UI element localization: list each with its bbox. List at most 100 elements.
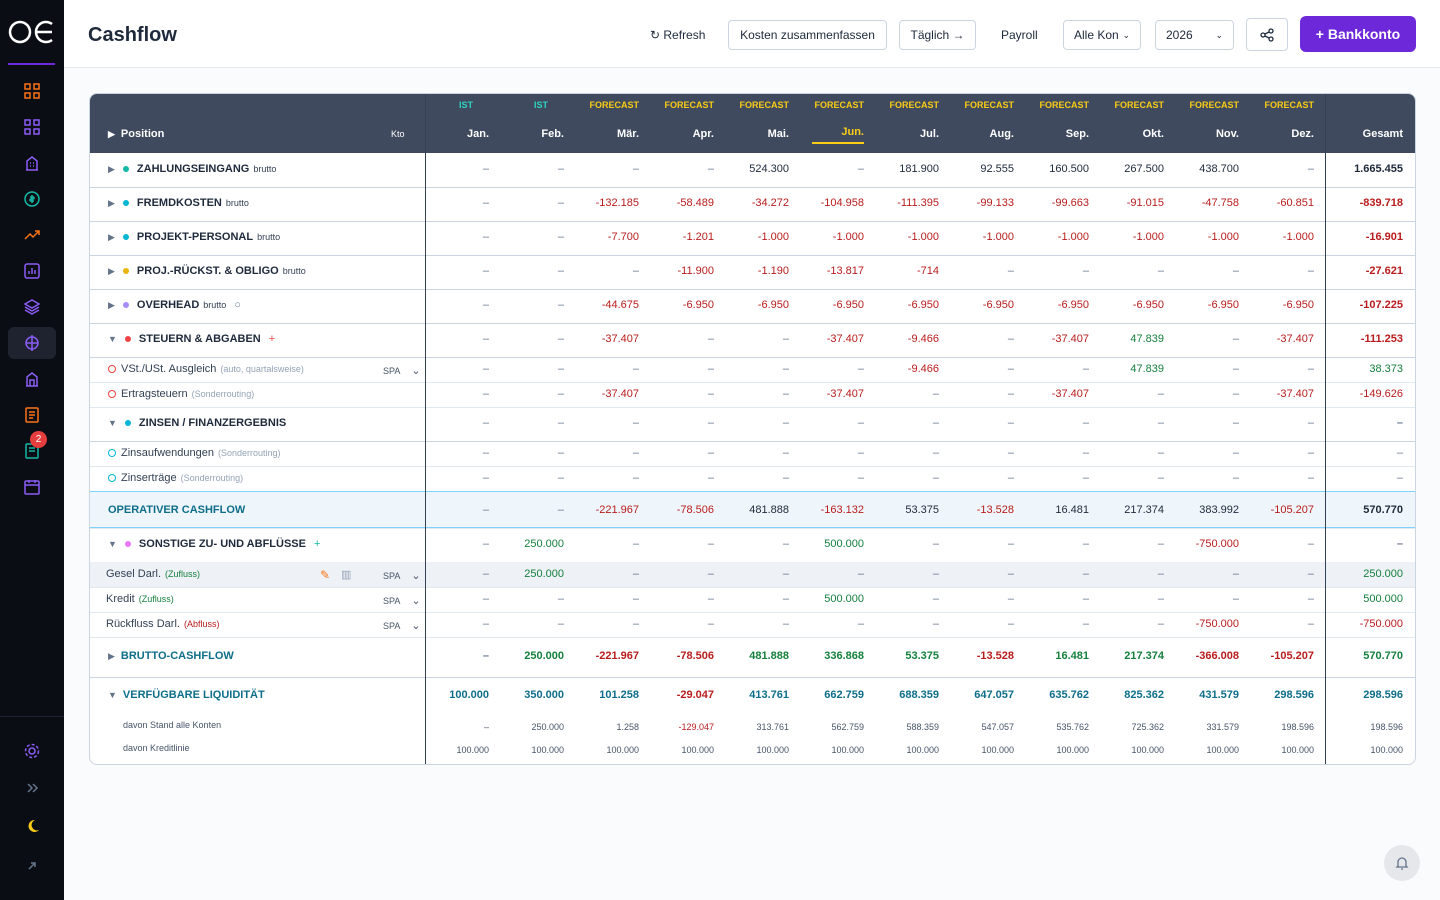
account-select[interactable]: Alle Kon ⌄ [1063, 20, 1141, 50]
add-icon[interactable]: + [268, 333, 276, 345]
table-row[interactable]: ▼ ZINSEN / FINANZERGEBNIS – – – – – – – – – – – – – [90, 407, 1415, 441]
chevron-down-icon[interactable]: ▼ [108, 539, 117, 549]
nav-dashboard-icon[interactable] [8, 75, 56, 107]
cell-value: – [482, 568, 489, 580]
row-total: – [1396, 538, 1403, 550]
cell-value: 524.300 [749, 163, 789, 175]
table-row[interactable]: Ertragsteuern (Sonderrouting) – – -37.407 – – -… [90, 382, 1415, 407]
month-header[interactable]: Jul. [920, 128, 939, 140]
nav-trend-icon[interactable] [8, 219, 56, 251]
chevron-right-icon[interactable]: ▶ [108, 299, 115, 310]
refresh-button[interactable]: ↻ Refresh [650, 28, 706, 42]
row-name: FREMDKOSTEN [136, 197, 222, 209]
cell-value: – [632, 568, 639, 580]
payroll-button[interactable]: Payroll [1001, 28, 1038, 42]
cell-value: 47.839 [1130, 363, 1164, 375]
edit-icon[interactable]: ✎ [320, 568, 331, 582]
month-header[interactable]: Mai. [767, 128, 789, 140]
moon-icon[interactable] [8, 810, 56, 842]
position-header[interactable]: ▶ Position [108, 128, 164, 140]
month-header[interactable]: Aug. [989, 128, 1014, 140]
chevron-down-icon[interactable]: ▼ [108, 418, 117, 428]
row-label: ▶ ZAHLUNGSEINGANG brutto [108, 163, 276, 175]
table-row[interactable]: VSt./USt. Ausgleich (auto, quartalsweise)… [90, 357, 1415, 382]
row-label: ▶ OVERHEAD brutto ○ [108, 299, 241, 311]
nav-calendar-icon[interactable] [8, 471, 56, 503]
table-row[interactable]: Rückfluss Darl. (Abfluss) SPA ⌄ – – – – – – – – – – -… [90, 612, 1415, 637]
nav-bank-icon[interactable] [8, 147, 56, 179]
row-suffix: brutto [282, 266, 306, 276]
table-row[interactable]: ▶ OVERHEAD brutto ○ – – -44.675 -6.950 -6.950 -6.… [90, 289, 1415, 323]
month-header[interactable]: Feb. [541, 128, 564, 140]
nav-cashflow-icon[interactable] [8, 327, 56, 359]
table-row[interactable]: ▶ BRUTTO-CASHFLOW – 250.000 -221.967 -78.506 4… [90, 637, 1415, 677]
add-bank-account-button[interactable]: + Bankkonto [1300, 16, 1416, 52]
table-row[interactable]: Kredit (Zufluss) SPA ⌄ – – – – – 500.000 – – – – – – 50… [90, 587, 1415, 612]
cell-value: -105.207 [1270, 650, 1314, 662]
table-row[interactable]: ▶ PROJEKT-PERSONAL brutto – – -7.700 -1.201 -1.… [90, 221, 1415, 255]
year-select[interactable]: 2026 ⌄ [1155, 20, 1234, 50]
share-button[interactable] [1246, 18, 1288, 51]
cell-value: -9.466 [907, 333, 939, 345]
cell-value: – [482, 417, 489, 429]
nav-grid-icon[interactable] [8, 111, 56, 143]
circle-icon[interactable]: ○ [234, 299, 241, 311]
cell-value: – [632, 363, 639, 375]
month-header[interactable]: Jan. [466, 128, 489, 140]
account-select[interactable]: SPA ⌄ [383, 364, 421, 377]
trash-icon[interactable]: ▥ [341, 569, 352, 581]
chevron-right-icon[interactable]: ▶ [108, 197, 115, 208]
table-row[interactable]: Zinserträge (Sonderrouting) – – – – – – – – – – – – – [90, 466, 1415, 491]
chevron-right-icon[interactable]: ▶ [108, 650, 115, 661]
cell-value: -99.133 [976, 197, 1014, 209]
add-icon[interactable]: + [313, 538, 321, 550]
nav-layers-icon[interactable] [8, 291, 56, 323]
row-name: ZINSEN / FINANZERGEBNIS [138, 417, 287, 429]
notifications-button[interactable] [1384, 845, 1420, 881]
nav-invoices-icon[interactable]: 2 [8, 431, 56, 467]
table-row[interactable]: ▼ SONSTIGE ZU- UND ABFLÜSSE + – 250.000 – – – 50… [90, 528, 1415, 562]
row-label: OPERATIVER CASHFLOW [108, 504, 245, 516]
account-select-value: Alle Kon [1074, 28, 1119, 42]
chevron-down-icon[interactable]: ▼ [108, 334, 117, 344]
external-link-icon[interactable] [8, 850, 56, 882]
table-row[interactable]: ▶ FREMDKOSTEN brutto – – -132.185 -58.489 -34.2… [90, 187, 1415, 221]
table-row[interactable]: ▶ PROJ.-RÜCKST. & OBLIGO brutto – – – -11.900 -… [90, 255, 1415, 289]
row-name: OVERHEAD [136, 299, 200, 311]
month-header[interactable]: Okt. [1142, 128, 1164, 140]
row-total: -750.000 [1359, 618, 1403, 630]
table-row[interactable]: Zinsaufwendungen (Sonderrouting) – – – – – – – – –… [90, 441, 1415, 466]
month-header[interactable]: Dez. [1291, 128, 1314, 140]
interval-button[interactable]: Täglich → [899, 20, 976, 50]
month-header[interactable]: Jun. [841, 126, 864, 138]
row-note: (Sonderrouting) [217, 448, 281, 458]
table-row[interactable]: ▼ STEUERN & ABGABEN + – – -37.407 – – -37.407 -9.… [90, 323, 1415, 357]
month-header[interactable]: Sep. [1065, 128, 1089, 140]
summarize-costs-button[interactable]: Kosten zusammenfassen [728, 20, 887, 50]
cell-value: – [1007, 472, 1014, 484]
chevron-right-icon[interactable]: ▶ [108, 231, 115, 242]
nav-building-icon[interactable] [8, 363, 56, 395]
month-header[interactable]: Apr. [692, 128, 714, 140]
row-label: ▶ BRUTTO-CASHFLOW [108, 650, 234, 662]
nav-currency-icon[interactable] [8, 183, 56, 215]
account-select[interactable]: SPA ⌄ [383, 569, 421, 582]
table-row[interactable]: Gesel Darl. (Zufluss) SPA ⌄ ✎ ▥ – 250.000 – – – – –… [90, 562, 1415, 587]
settings-icon[interactable] [8, 735, 56, 767]
table-row[interactable]: ▶ ZAHLUNGSEINGANG brutto – – – – 524.300 – 181.90… [90, 153, 1415, 187]
cell-value: – [1007, 265, 1014, 277]
expand-icon[interactable] [8, 772, 56, 804]
chevron-down-icon[interactable]: ▼ [108, 690, 117, 700]
nav-chart-icon[interactable] [8, 255, 56, 287]
chevron-right-icon[interactable]: ▶ [108, 265, 115, 276]
month-header[interactable]: Nov. [1215, 128, 1239, 140]
chevron-right-icon[interactable]: ▶ [108, 163, 115, 174]
month-header[interactable]: Mär. [616, 128, 639, 140]
cell-value: – [1232, 472, 1239, 484]
circle-icon [108, 365, 116, 373]
table-row[interactable]: ▼ VERFÜGBARE LIQUIDITÄT 100.000 350.000 101.… [90, 677, 1415, 715]
account-select[interactable]: SPA ⌄ [383, 594, 421, 607]
nav-document-icon[interactable] [8, 399, 56, 431]
account-select[interactable]: SPA ⌄ [383, 619, 421, 632]
cell-value: -37.407 [1051, 333, 1089, 345]
